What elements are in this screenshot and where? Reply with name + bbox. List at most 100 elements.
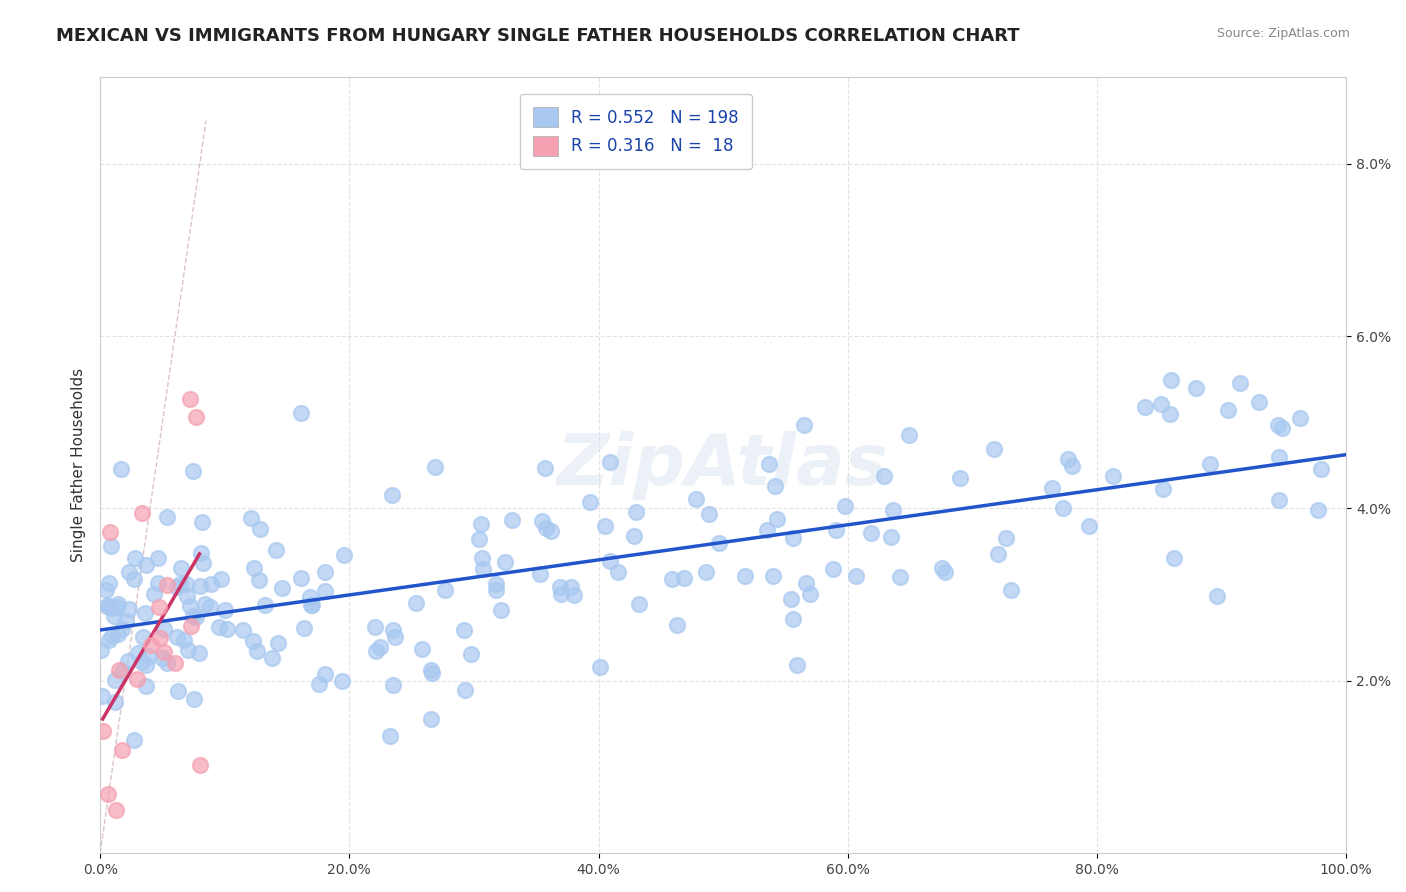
Point (606, 565, 628, 579)
Point (411, 642, 433, 657)
Point (105, 600, 128, 615)
Point (181, 464, 204, 478)
Point (148, 575, 170, 590)
Point (880, 531, 903, 545)
Point (138, 649, 160, 664)
Point (179, 599, 201, 613)
Point (97, 599, 120, 614)
Point (1152, 483, 1174, 497)
Point (118, 602, 141, 616)
Point (994, 532, 1017, 546)
Point (661, 573, 683, 587)
Point (534, 521, 557, 535)
Point (249, 573, 271, 587)
Point (153, 622, 176, 636)
Point (799, 587, 821, 601)
Point (1185, 381, 1208, 395)
Point (949, 470, 972, 484)
Point (889, 569, 911, 583)
Point (766, 511, 789, 525)
Point (934, 565, 956, 579)
Point (207, 620, 229, 634)
Point (132, 630, 155, 644)
Point (253, 599, 276, 613)
Point (191, 556, 214, 570)
Point (794, 575, 817, 590)
Point (148, 599, 170, 614)
Point (112, 665, 135, 679)
Point (122, 733, 145, 747)
Point (548, 580, 571, 594)
Point (103, 609, 125, 624)
Point (124, 550, 146, 565)
Point (166, 683, 188, 698)
Point (131, 507, 153, 521)
Point (131, 655, 153, 669)
Point (825, 523, 848, 537)
Point (90, 642, 112, 657)
Point (1102, 469, 1125, 483)
Point (560, 580, 582, 594)
Point (1267, 417, 1289, 432)
Point (215, 622, 238, 636)
Point (1159, 407, 1181, 421)
Point (709, 536, 731, 550)
Point (780, 591, 803, 606)
Point (562, 588, 585, 602)
Point (627, 598, 650, 612)
Point (169, 577, 191, 591)
Point (1268, 450, 1291, 464)
Point (301, 598, 323, 612)
Point (420, 664, 443, 678)
Point (166, 580, 188, 594)
Point (262, 651, 284, 665)
Point (983, 442, 1005, 456)
Point (149, 632, 172, 646)
Point (135, 558, 157, 572)
Point (100, 600, 122, 615)
Point (470, 517, 492, 532)
Point (165, 656, 187, 670)
Point (150, 651, 173, 665)
Point (239, 511, 262, 525)
Point (308, 677, 330, 691)
Point (264, 542, 287, 557)
Point (174, 576, 197, 591)
Point (170, 560, 193, 574)
Point (384, 630, 406, 644)
Point (845, 568, 868, 582)
Point (232, 623, 254, 637)
Point (758, 457, 780, 471)
Point (529, 567, 551, 582)
Point (882, 503, 904, 517)
Point (1229, 376, 1251, 391)
Point (179, 392, 201, 406)
Point (1057, 452, 1080, 467)
Point (194, 597, 217, 611)
Point (91, 724, 114, 739)
Point (381, 677, 404, 691)
Point (1268, 493, 1291, 508)
Point (152, 644, 174, 658)
Point (1040, 481, 1063, 495)
Point (420, 665, 443, 680)
Point (578, 495, 600, 509)
Point (100, 539, 122, 553)
Point (117, 654, 139, 668)
Point (763, 478, 786, 492)
Point (246, 644, 269, 658)
Point (111, 743, 134, 757)
Point (366, 644, 388, 658)
Point (471, 550, 494, 565)
Point (134, 607, 156, 621)
Point (1218, 403, 1240, 417)
Point (98, 576, 121, 591)
Point (987, 547, 1010, 561)
Point (314, 584, 336, 599)
Point (380, 729, 402, 743)
Point (823, 561, 845, 575)
Point (672, 571, 695, 585)
Point (183, 692, 205, 706)
Point (107, 597, 129, 611)
Point (270, 582, 292, 596)
